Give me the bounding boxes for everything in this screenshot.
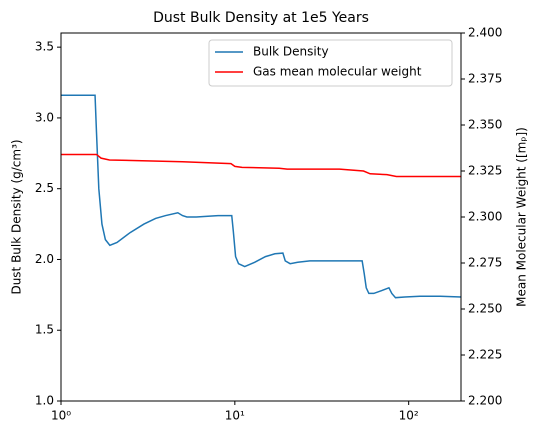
legend-label: Bulk Density <box>253 45 329 59</box>
y2-tick-label: 2.325 <box>468 164 502 178</box>
y2-tick-label: 2.200 <box>468 394 502 408</box>
data-line <box>61 94 461 299</box>
y-tick-label: 1.0 <box>35 394 54 408</box>
y-tick-label: 1.5 <box>35 323 54 337</box>
legend-box <box>208 39 453 87</box>
y-tick-label: 3.0 <box>35 110 54 124</box>
x-tick-label: 10² <box>399 409 419 423</box>
y-axis-label: Dust Bulk Density (g/cm³) <box>10 139 24 294</box>
y2-tick-label: 2.350 <box>468 118 502 132</box>
chart-title: Dust Bulk Density at 1e5 Years <box>153 10 369 26</box>
y2-tick-label: 2.375 <box>468 72 502 86</box>
y-tick-label: 2.5 <box>35 181 54 195</box>
plot-frame <box>60 32 462 402</box>
x-tick-label: 10¹ <box>225 409 245 423</box>
y2-tick-label: 2.250 <box>468 302 502 316</box>
x-tick-label: 10⁰ <box>51 409 71 423</box>
y-tick-label: 2.0 <box>35 252 54 266</box>
y2-axis-label: Mean Molecular Weight ([mₚ]) <box>515 127 529 307</box>
y2-tick-label: 2.400 <box>468 26 502 40</box>
legend-label: Gas mean molecular weight <box>253 65 422 79</box>
data-line <box>61 153 461 178</box>
y2-tick-label: 2.275 <box>468 256 502 270</box>
y-tick-label: 3.5 <box>35 40 54 54</box>
y2-tick-label: 2.225 <box>468 348 502 362</box>
y2-tick-label: 2.300 <box>468 210 502 224</box>
